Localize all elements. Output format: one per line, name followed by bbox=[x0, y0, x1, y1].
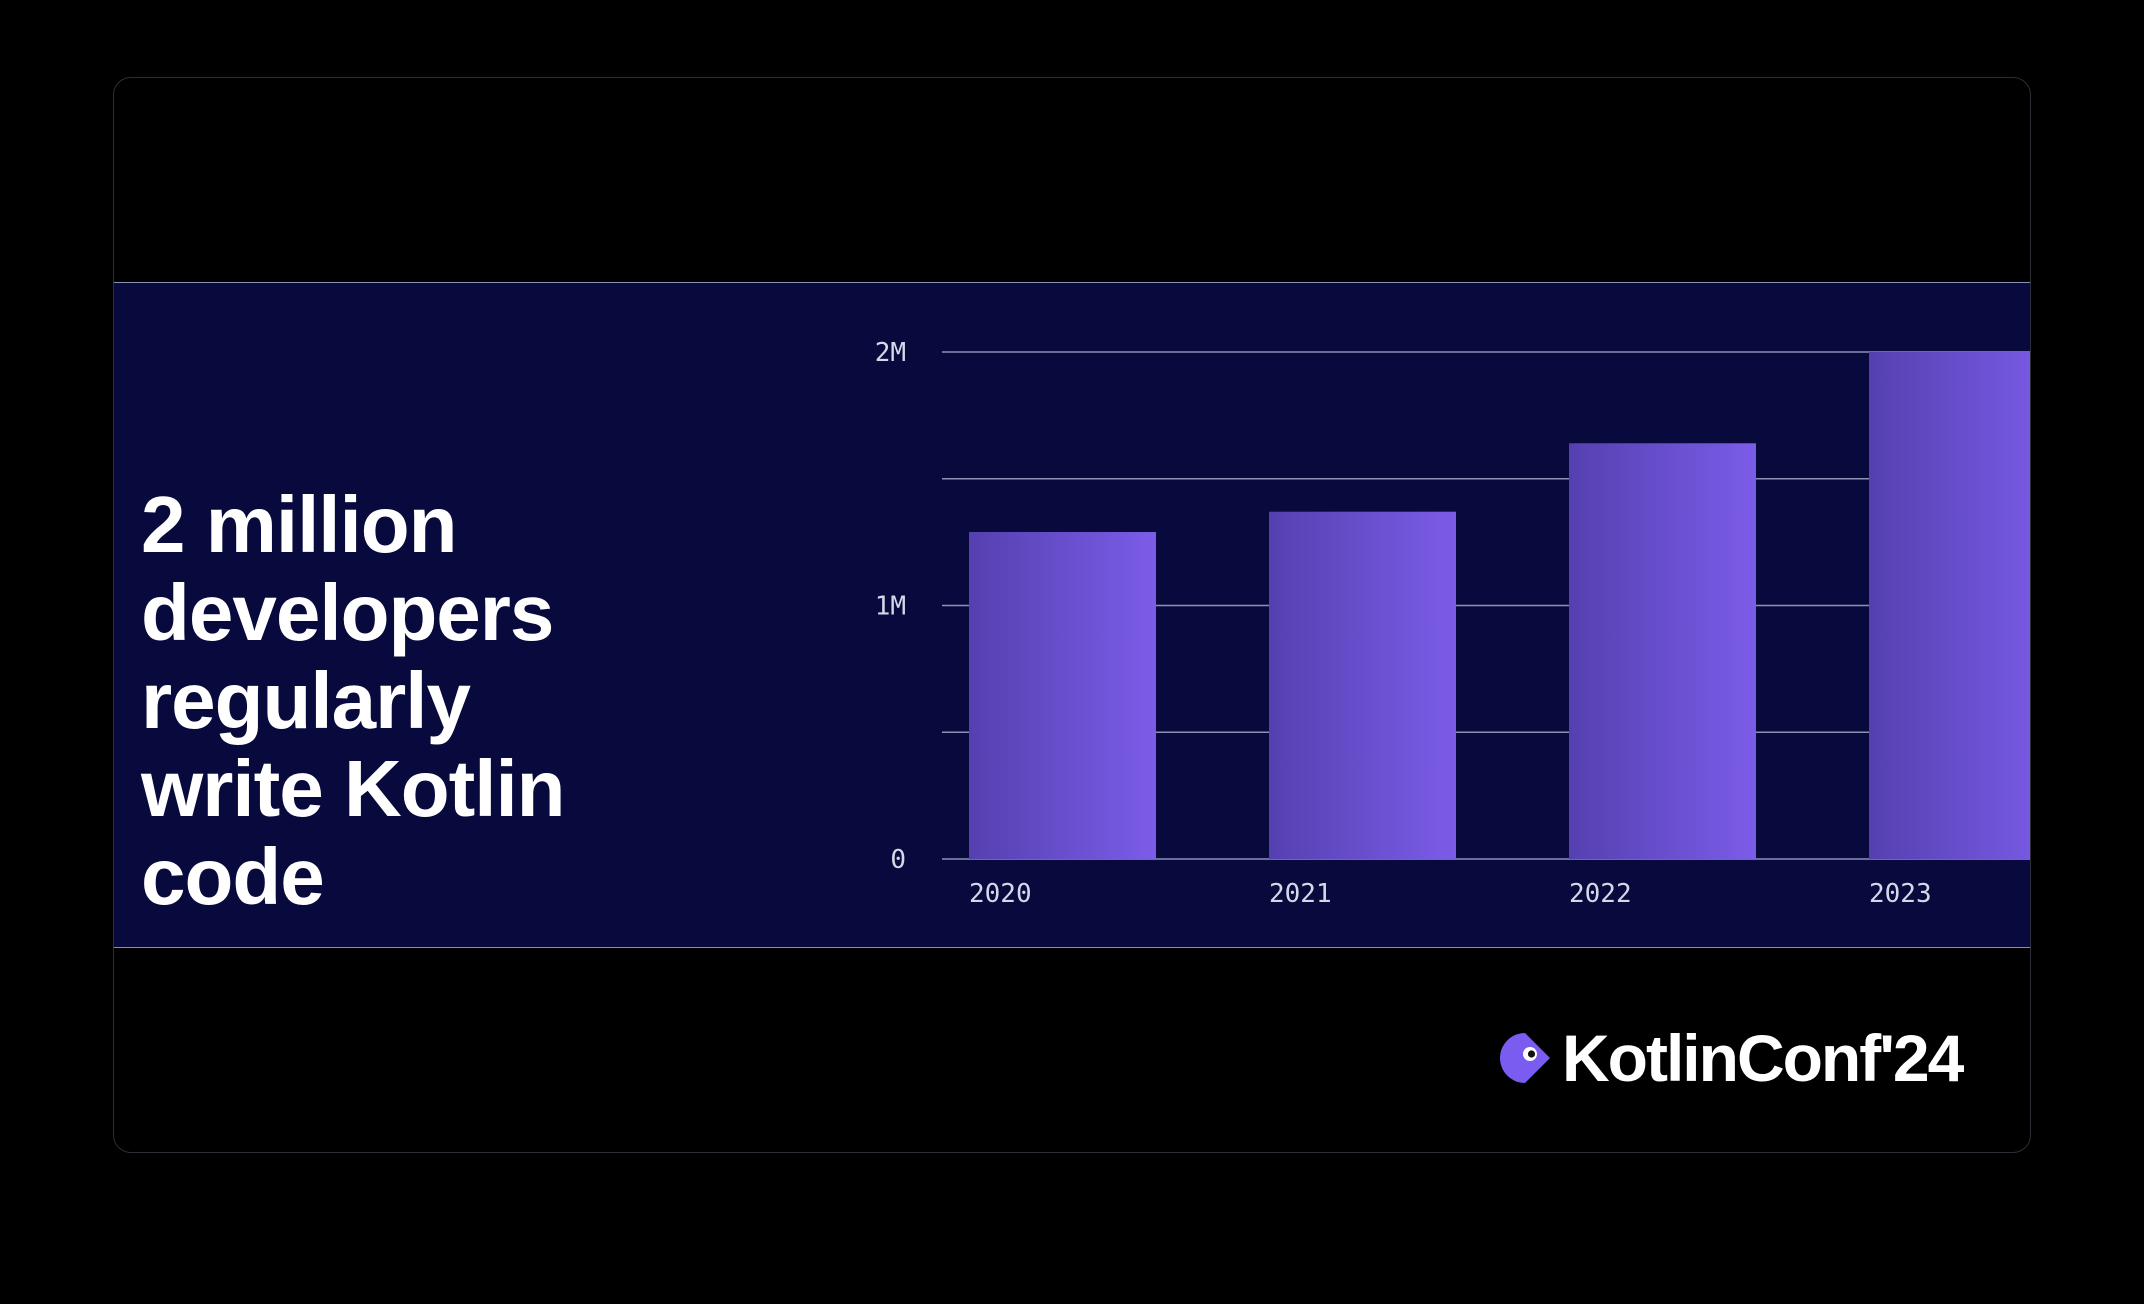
headline: 2 million developers regularly write Kot… bbox=[141, 481, 701, 921]
kotlinconf-logo-icon bbox=[1500, 1033, 1550, 1083]
headline-line-1: 2 million bbox=[141, 480, 458, 569]
y-tick-label: 2M bbox=[875, 338, 906, 368]
x-tick-label-2022: 2022 bbox=[1569, 879, 1632, 909]
headline-line-4: write Kotlin bbox=[141, 744, 566, 833]
bar-2022 bbox=[1569, 443, 1756, 859]
bars bbox=[969, 352, 2030, 859]
bar-chart: 0 1M 2M 2020 2021 2022 2023 bbox=[875, 338, 2030, 909]
headline-line-2: developers bbox=[141, 568, 554, 657]
x-tick-label-2023: 2023 bbox=[1869, 879, 1932, 909]
y-axis-ticks: 0 1M 2M bbox=[875, 338, 906, 875]
bar-2020 bbox=[969, 531, 1156, 859]
brand-name: KotlinConf'24 bbox=[1562, 1021, 1964, 1095]
brand-logo: KotlinConf'24 bbox=[1494, 1018, 1964, 1098]
bar-2023 bbox=[1869, 352, 2030, 859]
x-tick-label-2020: 2020 bbox=[969, 879, 1032, 909]
slide-frame: 2 million developers regularly write Kot… bbox=[113, 77, 2031, 1153]
bar-2021 bbox=[1269, 511, 1456, 859]
content-band: 2 million developers regularly write Kot… bbox=[114, 282, 2030, 948]
headline-line-5: code bbox=[141, 832, 325, 921]
x-axis-ticks: 2020 2021 2022 2023 bbox=[969, 879, 1932, 909]
headline-line-3: regularly bbox=[141, 656, 471, 745]
y-tick-label: 1M bbox=[875, 592, 906, 622]
x-tick-label-2021: 2021 bbox=[1269, 879, 1332, 909]
y-tick-label: 0 bbox=[890, 845, 906, 875]
